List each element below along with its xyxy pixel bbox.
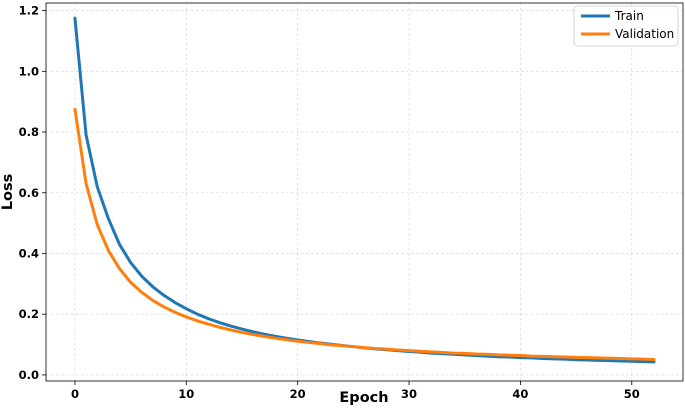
- grid: [46, 3, 683, 381]
- x-tick-label: 20: [290, 387, 306, 401]
- legend-label-validation: Validation: [615, 27, 674, 41]
- y-axis-ticks: 0.0 0.2 0.4 0.6 0.8 1.0 1.2: [19, 4, 46, 382]
- y-tick-label: 0.0: [19, 368, 39, 382]
- x-tick-label: 0: [71, 387, 79, 401]
- legend: Train Validation: [573, 5, 679, 47]
- x-tick-label: 10: [178, 387, 194, 401]
- legend-label-train: Train: [614, 9, 644, 23]
- plot-area: [46, 3, 683, 381]
- y-axis-title: Loss: [0, 174, 16, 210]
- y-tick-label: 0.8: [19, 125, 39, 139]
- series-line-validation: [73, 107, 656, 361]
- x-axis-ticks: 0 10 20 30 40 50: [71, 381, 640, 401]
- y-tick-label: 1.0: [19, 64, 39, 78]
- y-tick-label: 1.2: [19, 4, 39, 18]
- x-tick-label: 30: [401, 387, 417, 401]
- plot-frame: [45, 2, 684, 382]
- y-tick-label: 0.2: [19, 307, 39, 321]
- y-tick-label: 0.4: [19, 246, 39, 260]
- x-tick-label: 50: [624, 387, 640, 401]
- x-tick-label: 40: [512, 387, 528, 401]
- x-axis-title: Epoch: [339, 390, 388, 406]
- y-tick-label: 0.6: [19, 186, 39, 200]
- series-lines: [73, 16, 656, 364]
